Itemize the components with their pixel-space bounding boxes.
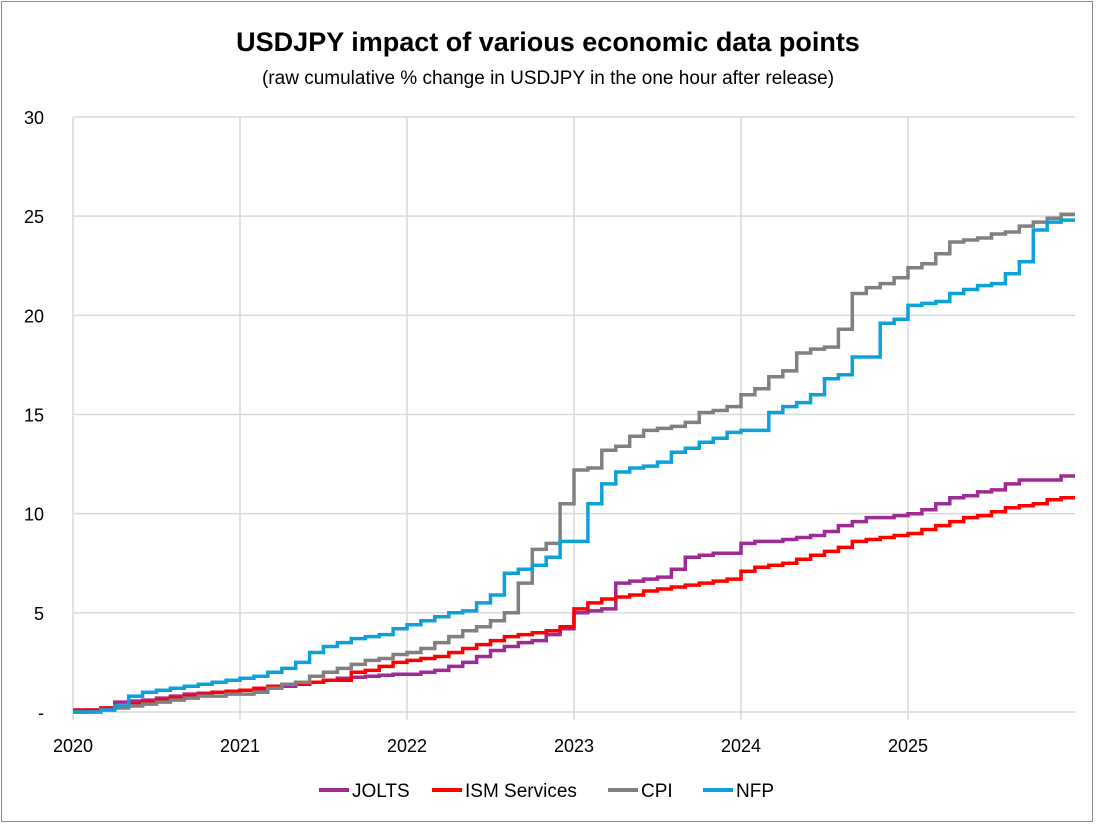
- y-tick-label: 20: [24, 306, 44, 326]
- chart-subtitle: (raw cumulative % change in USDJPY in th…: [262, 68, 834, 89]
- legend-label: NFP: [736, 781, 774, 802]
- y-tick-label: 25: [24, 207, 44, 227]
- x-tick-label: 2021: [220, 736, 260, 756]
- x-tick-label: 2020: [53, 736, 93, 756]
- x-tick-label: 2022: [387, 736, 427, 756]
- series-line-nfp: [73, 218, 1075, 714]
- y-tick-label: 15: [24, 406, 44, 426]
- legend-item: ISM Services: [432, 781, 577, 802]
- x-tick-label: 2024: [721, 736, 761, 756]
- x-tick-label: 2025: [888, 736, 928, 756]
- legend-item: NFP: [703, 781, 774, 802]
- legend-label: ISM Services: [465, 781, 577, 802]
- legend-label: JOLTS: [352, 781, 410, 802]
- legend-item: JOLTS: [319, 781, 410, 802]
- legend-label: CPI: [641, 781, 673, 802]
- y-tick-label: -: [38, 703, 44, 723]
- y-tick-label: 5: [34, 604, 44, 624]
- legend-item: CPI: [608, 781, 673, 802]
- x-tick-label: 2023: [554, 736, 594, 756]
- y-tick-label: 30: [24, 108, 44, 128]
- series-line-cpi: [73, 212, 1075, 714]
- y-tick-label: 10: [24, 505, 44, 525]
- series-line-ism-services: [73, 496, 1075, 712]
- chart-title: USDJPY impact of various economic data p…: [236, 27, 860, 57]
